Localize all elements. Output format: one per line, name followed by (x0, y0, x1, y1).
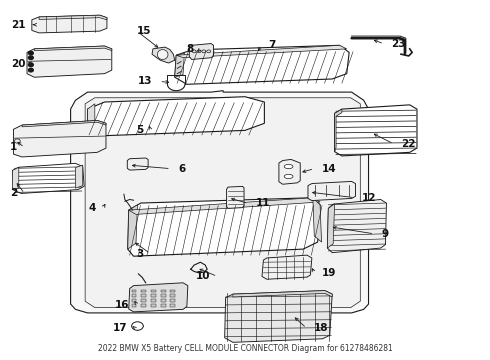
Circle shape (132, 322, 143, 330)
FancyBboxPatch shape (132, 289, 137, 292)
Polygon shape (226, 186, 244, 208)
Text: 23: 23 (392, 39, 406, 49)
Polygon shape (13, 121, 106, 157)
Polygon shape (335, 109, 342, 152)
Polygon shape (129, 283, 188, 312)
FancyBboxPatch shape (141, 294, 146, 297)
Polygon shape (128, 198, 320, 256)
Polygon shape (27, 46, 112, 77)
Text: 9: 9 (382, 229, 389, 239)
Polygon shape (233, 291, 332, 297)
Polygon shape (152, 47, 175, 63)
Text: 2: 2 (10, 189, 17, 198)
Text: 19: 19 (321, 268, 336, 278)
Polygon shape (189, 44, 214, 59)
Polygon shape (32, 15, 107, 33)
Polygon shape (34, 46, 112, 51)
Polygon shape (176, 45, 347, 58)
Text: 6: 6 (178, 164, 185, 174)
Polygon shape (335, 105, 417, 156)
FancyBboxPatch shape (141, 289, 146, 292)
Text: 8: 8 (186, 44, 193, 54)
FancyBboxPatch shape (161, 294, 166, 297)
Polygon shape (175, 45, 349, 84)
Polygon shape (88, 97, 265, 136)
Polygon shape (127, 158, 148, 170)
Text: 15: 15 (137, 26, 151, 36)
Circle shape (28, 51, 33, 55)
Text: 2022 BMW X5 Battery CELL MODULE CONNECTOR Diagram for 61278486281: 2022 BMW X5 Battery CELL MODULE CONNECTO… (98, 344, 392, 353)
Circle shape (28, 56, 33, 59)
FancyBboxPatch shape (132, 294, 137, 297)
Text: 18: 18 (314, 323, 328, 333)
Circle shape (14, 139, 20, 143)
Polygon shape (88, 104, 95, 129)
Polygon shape (327, 199, 387, 253)
Text: 11: 11 (256, 198, 270, 208)
FancyBboxPatch shape (171, 294, 175, 297)
FancyBboxPatch shape (171, 289, 175, 292)
Text: 4: 4 (88, 203, 96, 213)
Polygon shape (128, 205, 138, 249)
Ellipse shape (284, 165, 293, 168)
Polygon shape (279, 159, 300, 184)
Circle shape (28, 63, 33, 67)
Polygon shape (71, 91, 368, 313)
FancyBboxPatch shape (132, 300, 137, 302)
FancyBboxPatch shape (151, 289, 156, 292)
Ellipse shape (284, 174, 293, 179)
Polygon shape (12, 167, 19, 190)
Polygon shape (313, 198, 321, 242)
Text: 1: 1 (10, 143, 17, 152)
FancyBboxPatch shape (151, 300, 156, 302)
Polygon shape (85, 98, 360, 307)
Text: 13: 13 (138, 76, 152, 86)
Polygon shape (327, 204, 335, 248)
Text: 17: 17 (113, 323, 128, 333)
Polygon shape (12, 163, 84, 193)
Text: 5: 5 (136, 125, 143, 135)
FancyBboxPatch shape (141, 305, 146, 307)
Text: 16: 16 (115, 300, 130, 310)
Polygon shape (262, 255, 312, 279)
Text: 20: 20 (12, 59, 26, 69)
Text: 10: 10 (196, 271, 210, 282)
FancyBboxPatch shape (161, 289, 166, 292)
FancyBboxPatch shape (151, 294, 156, 297)
Polygon shape (308, 181, 355, 201)
FancyBboxPatch shape (161, 300, 166, 302)
Polygon shape (129, 198, 320, 215)
Text: 7: 7 (268, 40, 276, 50)
Polygon shape (175, 53, 184, 77)
Text: 21: 21 (12, 20, 26, 30)
Text: 3: 3 (136, 249, 143, 259)
FancyBboxPatch shape (151, 305, 156, 307)
FancyBboxPatch shape (171, 305, 175, 307)
FancyBboxPatch shape (132, 305, 137, 307)
Polygon shape (39, 15, 107, 20)
Polygon shape (75, 165, 83, 188)
FancyBboxPatch shape (171, 300, 175, 302)
FancyBboxPatch shape (161, 305, 166, 307)
Circle shape (28, 68, 33, 72)
Ellipse shape (157, 50, 168, 59)
Polygon shape (224, 291, 332, 342)
Text: 22: 22 (401, 139, 416, 149)
Text: 14: 14 (321, 164, 336, 174)
Text: 12: 12 (362, 193, 377, 203)
Polygon shape (22, 121, 106, 127)
FancyBboxPatch shape (141, 300, 146, 302)
